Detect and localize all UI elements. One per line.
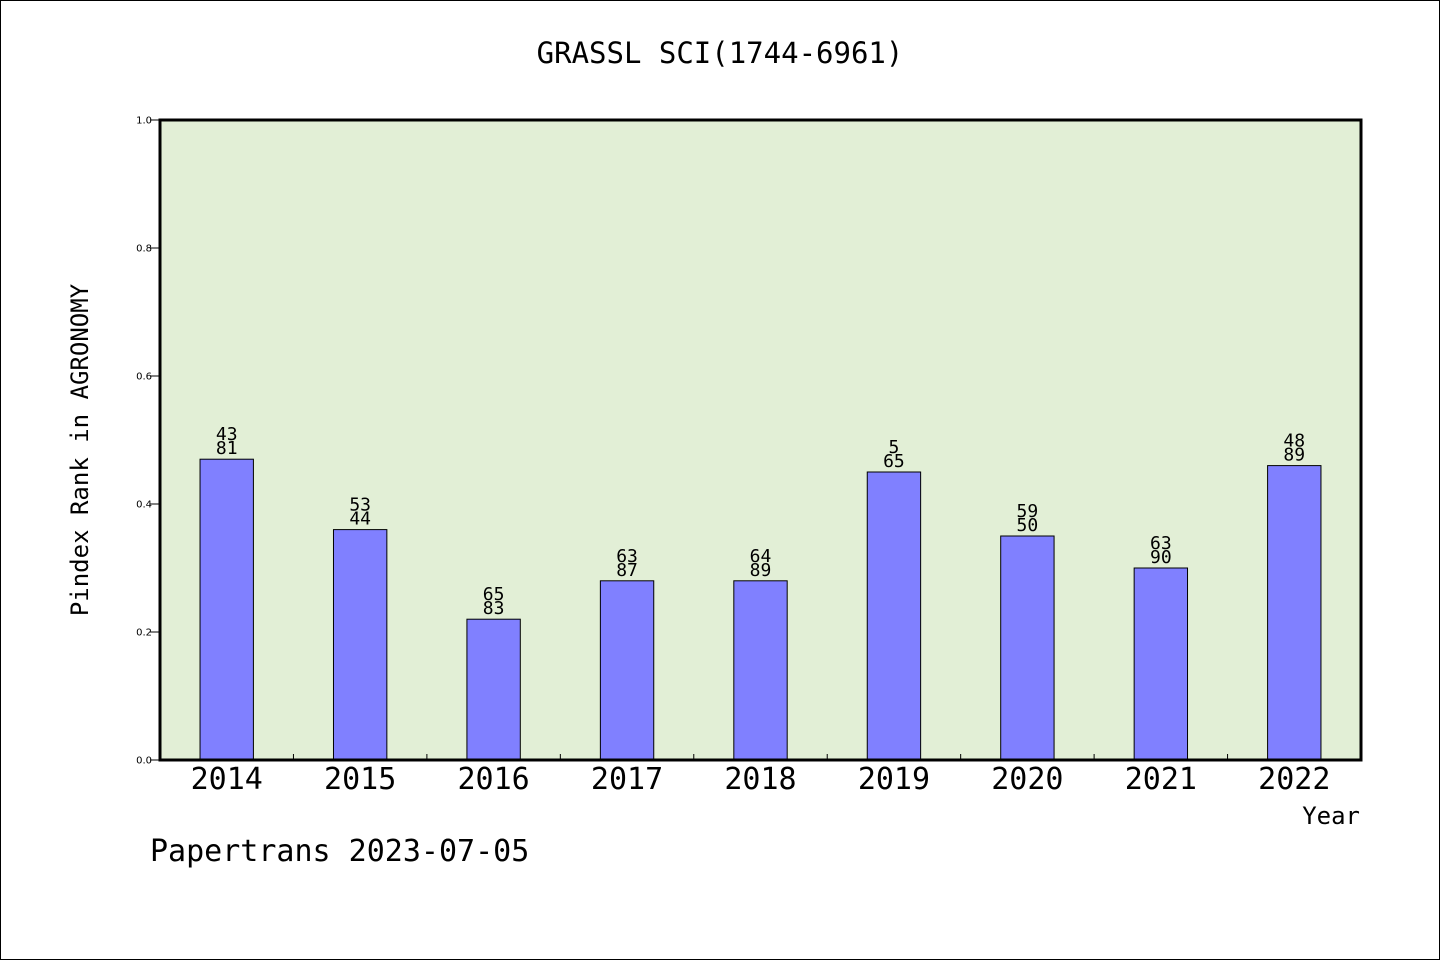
y-tick-label: 0.8 <box>136 244 152 255</box>
x-tick-label: 2020 <box>991 762 1063 797</box>
x-tick-label: 2021 <box>1125 762 1197 797</box>
bar-label-bottom: 89 <box>750 560 772 581</box>
bar-label-top: 53 <box>349 495 371 516</box>
chart-title: GRASSL SCI(1744-6961) <box>536 36 904 70</box>
bar-label-top: 43 <box>216 424 238 445</box>
bar-2017 <box>599 580 655 761</box>
bar-2018 <box>733 580 788 761</box>
y-tick-label: 0.6 <box>136 372 152 383</box>
y-tick-label: 1.0 <box>136 116 152 127</box>
x-tick-label: 2015 <box>324 762 396 797</box>
bar-2014 <box>199 458 254 761</box>
footer-text: Papertrans 2023-07-05 <box>150 834 530 869</box>
bar-label-top: 59 <box>1017 501 1039 522</box>
x-tick-label: 2019 <box>858 762 930 797</box>
x-tick-label: 2017 <box>591 762 663 797</box>
bar-2015 <box>332 529 388 761</box>
bar-2020 <box>1000 535 1055 761</box>
x-tick-label: 2022 <box>1258 762 1330 797</box>
bar-2021 <box>1133 567 1189 761</box>
bar-label-bottom: 44 <box>349 509 371 530</box>
x-tick-label: 2014 <box>191 762 263 797</box>
bar-2019 <box>866 471 922 761</box>
bar-label-top: 63 <box>616 546 638 567</box>
bar-label-top: 48 <box>1283 431 1305 452</box>
y-tick-label: 0.2 <box>136 628 152 639</box>
bar-label-top: 63 <box>1150 533 1172 554</box>
y-tick-label: 0.4 <box>136 500 152 511</box>
bar-label-bottom: 87 <box>616 560 638 581</box>
x-tick-label: 2016 <box>457 762 529 797</box>
bar-label-bottom: 90 <box>1150 547 1172 568</box>
plot-border <box>158 118 1363 762</box>
bar-2022 <box>1267 465 1322 761</box>
x-tick-label: 2018 <box>724 762 796 797</box>
bar-2016 <box>466 618 521 761</box>
bar-label-top: 65 <box>483 584 505 605</box>
bar-label-top: 64 <box>750 546 772 567</box>
bar-label-bottom: 81 <box>216 438 238 459</box>
bar-label-bottom: 50 <box>1017 515 1039 536</box>
bar-label-top: 5 <box>889 437 900 458</box>
x-axis-label: Year <box>1302 802 1360 830</box>
bar-label-bottom: 83 <box>483 598 505 619</box>
bar-label-bottom: 65 <box>883 451 905 472</box>
y-tick-label: 0.0 <box>136 756 152 767</box>
bar-label-bottom: 89 <box>1283 445 1305 466</box>
